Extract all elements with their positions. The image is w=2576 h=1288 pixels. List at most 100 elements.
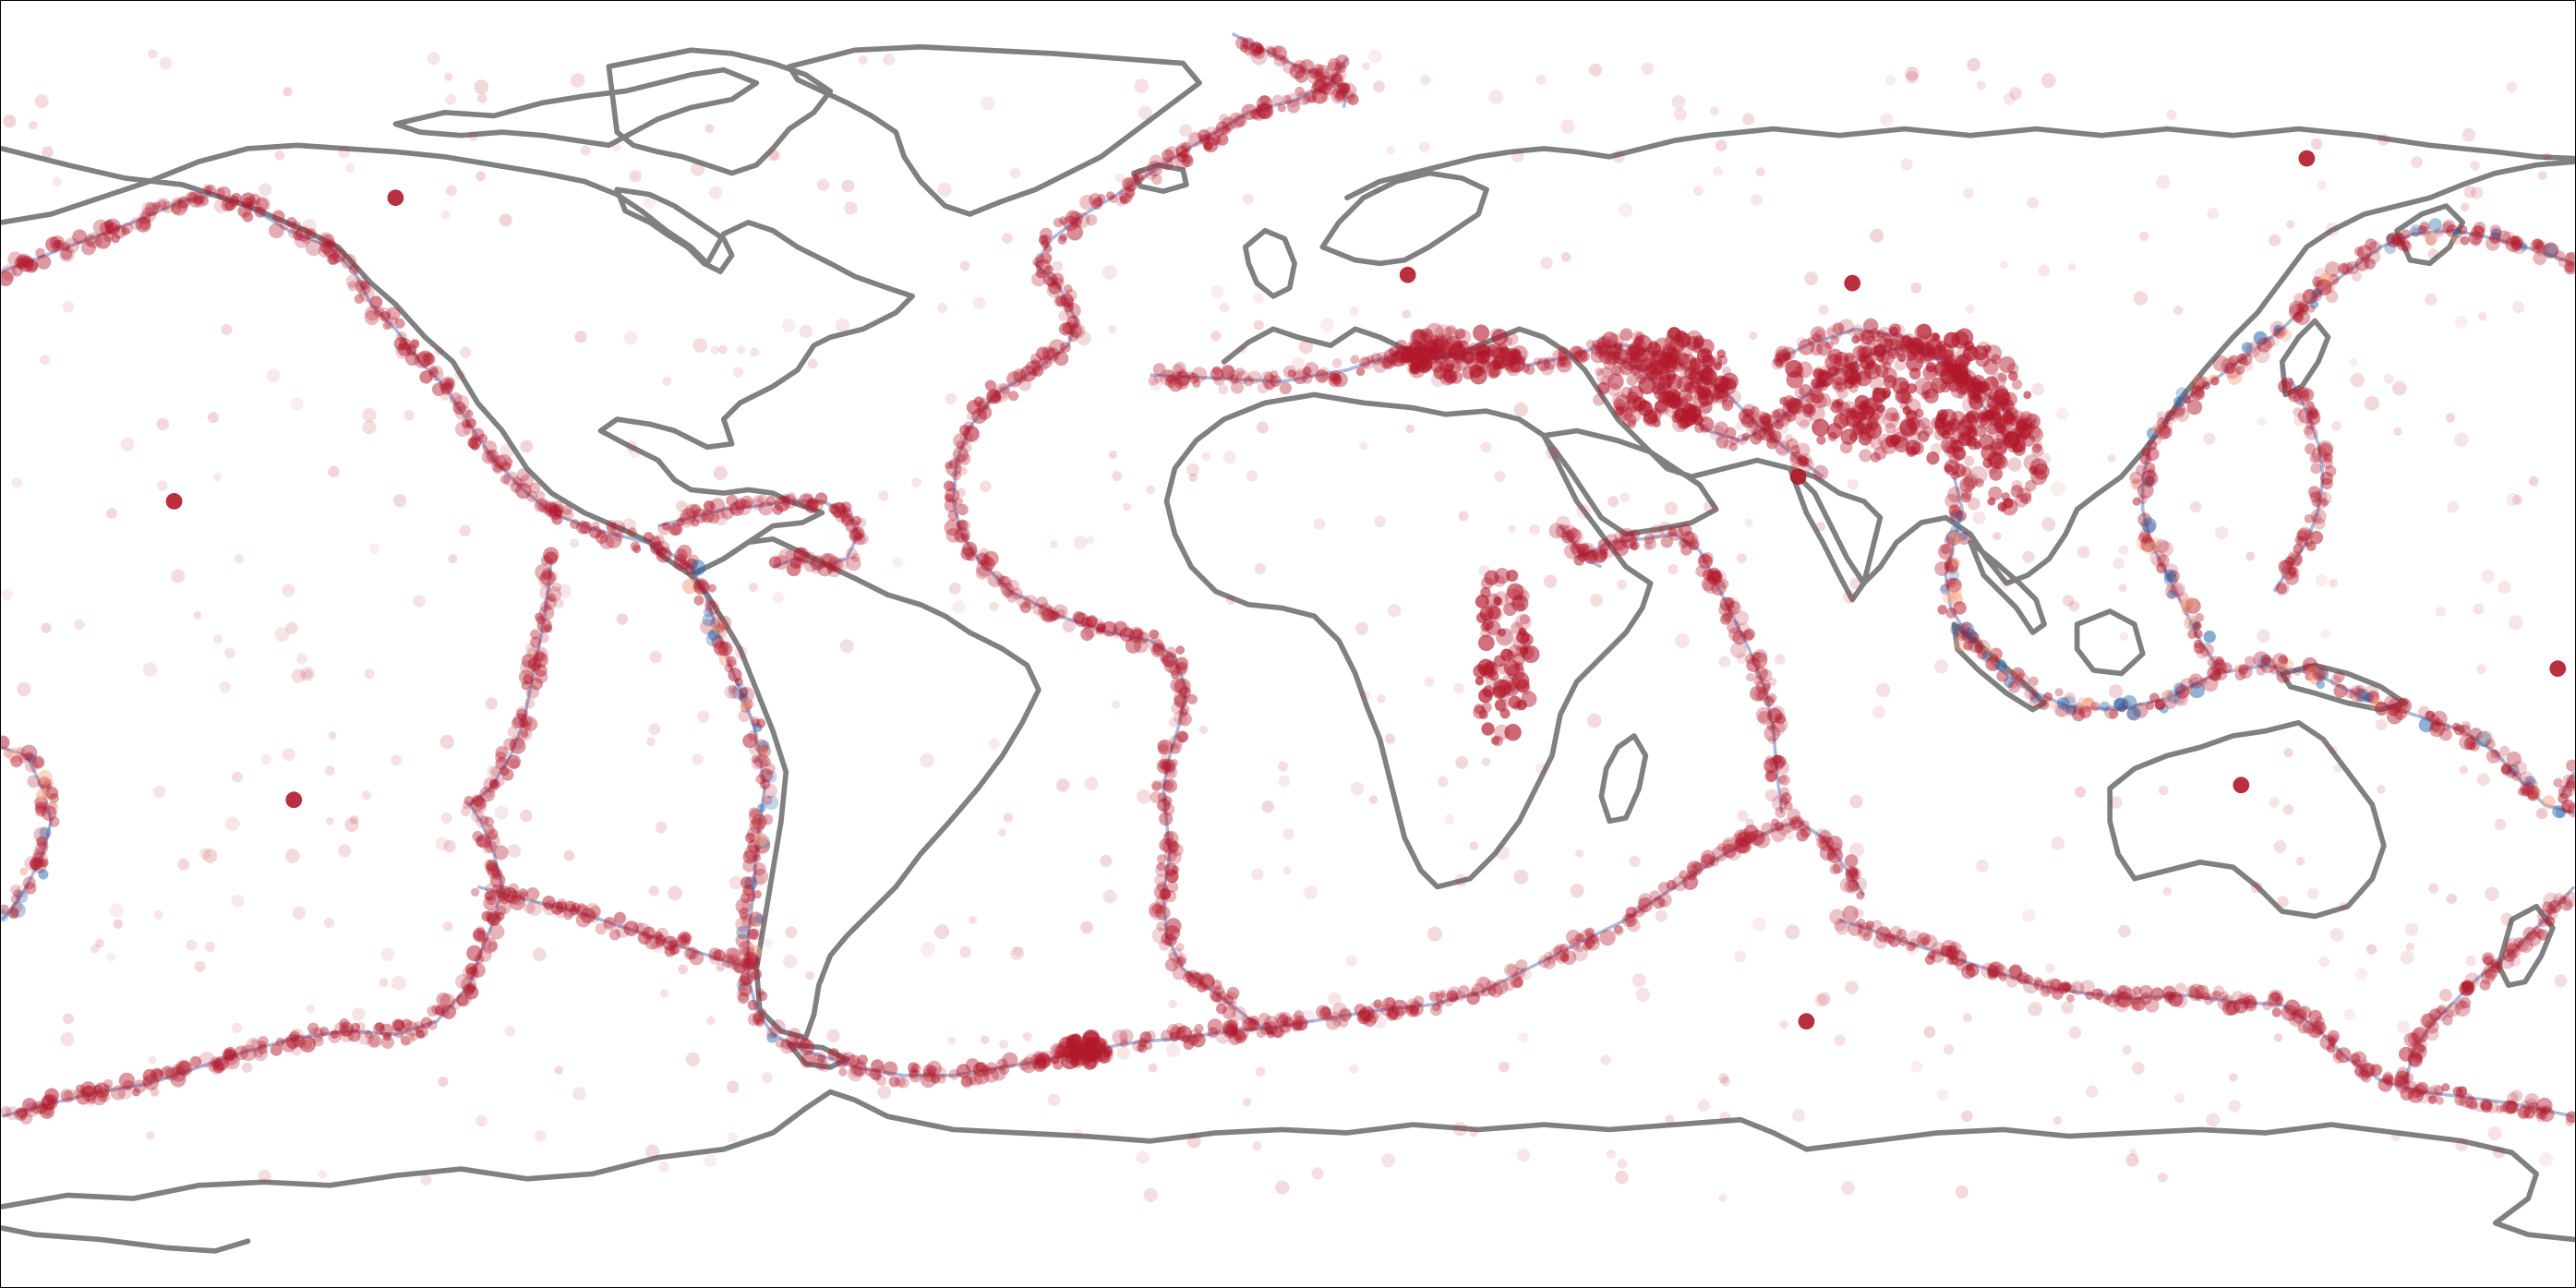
earthquake-point [849,1059,867,1076]
earthquake-point [465,966,480,981]
earthquake-point [403,409,415,421]
earthquake-point [484,833,500,849]
earthquake-point [1933,659,1949,674]
earthquake-point [784,1036,800,1053]
earthquake-point [2239,352,2253,367]
earthquake-point [1512,701,1523,711]
earthquake-point [1961,1110,1973,1123]
earthquake-point [1585,339,1595,350]
earthquake-point [1870,451,1881,463]
earthquake-point [123,1079,134,1091]
earthquake-point [703,607,714,618]
earthquake-point [2417,224,2427,235]
earthquake-point [1055,778,1070,792]
earthquake-point [1717,388,1731,402]
earthquake-point [1925,362,1937,373]
earthquake-point [2415,1081,2429,1096]
coastline-british-isles [1242,227,1297,299]
earthquake-point [1390,351,1406,367]
earthquake-point [1488,982,1504,998]
earthquake-point [1190,1032,1206,1048]
earthquake-point [1160,754,1170,764]
earthquake-point [464,409,474,419]
earthquake-point [1255,102,1271,119]
earthquake-point [1138,105,1152,120]
earthquake-point [2506,944,2522,959]
earthquake-point [1017,595,1031,609]
earthquake-point [1783,801,1793,812]
earthquake-point [2532,238,2544,250]
earthquake-point [1277,761,1289,772]
earthquake-point [2181,600,2192,612]
earthquake-point [285,1034,300,1049]
earthquake-point [1063,215,1078,232]
earthquake-point [2156,175,2171,189]
earthquake-point [2281,1005,2298,1021]
earthquake-point [1321,75,1336,90]
earthquake-point [472,831,484,842]
earthquake-point [2238,664,2249,675]
earthquake-point [987,390,1001,403]
earthquake-point [1265,1026,1274,1035]
earthquake-point [1373,358,1388,373]
earthquake-point [1257,382,1269,394]
earthquake-point [1988,961,2004,978]
earthquake-point [2062,595,2075,607]
earthquake-point [738,982,752,997]
earthquake-point [1804,271,1819,286]
earthquake-point [2003,92,2016,105]
earthquake-point [2565,1111,2575,1124]
earthquake-point [1332,1017,1342,1028]
earthquake-point [2067,984,2077,994]
earthquake-point [633,921,644,933]
earthquake-point [648,885,659,897]
earthquake-point [429,367,439,378]
earthquake-point [570,73,585,88]
earthquake-point [957,466,968,476]
earthquake-point [482,788,493,799]
earthquake-point [153,1068,163,1078]
earthquake-point [1008,391,1019,402]
earthquake-point [476,93,488,103]
earthquake-point [1470,367,1487,385]
earthquake-point [909,1069,922,1083]
earthquake-point [2293,389,2310,405]
earthquake-point [1721,399,1734,412]
earthquake-point [1232,1005,1247,1021]
earthquake-point [714,511,728,526]
earthquake-point [496,905,507,916]
earthquake-point [61,1089,75,1103]
earthquake-point [231,771,243,783]
earthquake-point [1652,418,1662,427]
earthquake-point [753,754,767,769]
earthquake-point [1751,194,1763,206]
earthquake-point [2490,961,2502,974]
earthquake-point [1313,64,1324,74]
earthquake-point [1627,419,1637,429]
earthquake-point [2442,220,2456,233]
earthquake-point [1437,992,1449,1004]
earthquake-point [1354,1004,1366,1016]
earthquake-point [1594,548,1608,562]
earthquake-point [1596,336,1608,348]
earthquake-point [1512,977,1523,988]
earthquake-point [1683,531,1699,547]
earthquake-point [1677,375,1693,392]
earthquake-point [1757,711,1772,726]
earthquake-point [1997,372,2008,382]
earthquake-point [2113,697,2129,712]
earthquake-point [1514,967,1526,979]
earthquake-point [2257,655,2272,670]
earthquake-point [1148,637,1163,653]
earthquake-point [401,1018,413,1030]
earthquake-point [2480,969,2496,985]
earthquake-point [1671,413,1682,424]
earthquake-point [1222,451,1236,464]
earthquake-point [2138,528,2151,541]
earthquake-point [444,377,455,388]
earthquake-point [2276,668,2292,683]
earthquake-point [2125,1153,2139,1167]
earthquake-point [1689,357,1702,370]
earthquake-point [1448,344,1466,363]
